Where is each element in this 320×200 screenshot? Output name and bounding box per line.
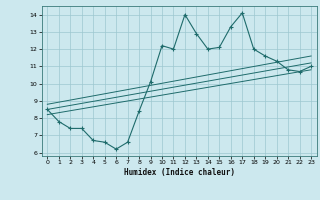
X-axis label: Humidex (Indice chaleur): Humidex (Indice chaleur) <box>124 168 235 177</box>
